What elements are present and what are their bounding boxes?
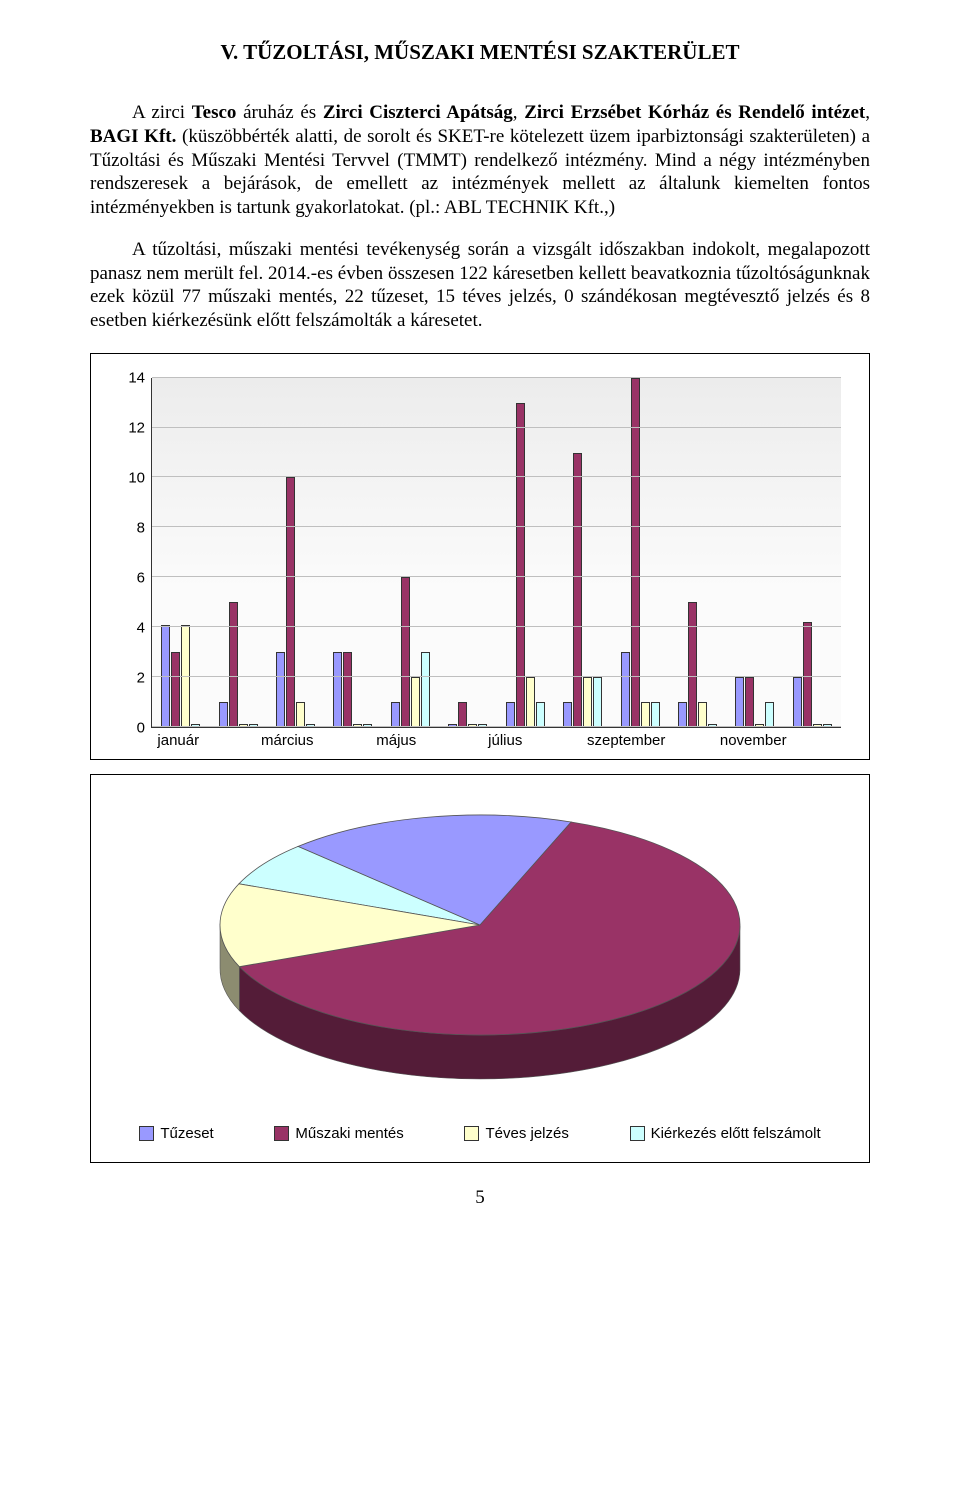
bar-teves [411,677,420,727]
legend-item-muszaki: Műszaki mentés [274,1125,403,1142]
bar-tuzeset [621,652,630,727]
bar-muszaki [688,602,697,727]
x-tick-label: május [369,728,424,749]
bar-kierkezes [651,702,660,727]
y-tick-label: 2 [137,669,145,686]
bar-kierkezes [421,652,430,727]
month-column [726,378,783,727]
bar-kierkezes [536,702,545,727]
bar-tuzeset [678,702,687,727]
x-tick-label: március [260,728,315,749]
month-column [324,378,381,727]
bar-tuzeset [391,702,400,727]
y-tick-label: 14 [128,369,145,386]
page-number: 5 [90,1187,870,1209]
bar-tuzeset [506,702,515,727]
legend-item-tuzeset: Tűzeset [139,1125,213,1142]
y-axis: 02468101214 [119,378,151,728]
legend-swatch [139,1126,154,1141]
chart-legend: Tűzeset Műszaki mentés Téves jelzés Kiérkez… [111,1125,849,1142]
bar-tuzeset [793,677,802,727]
legend-swatch [464,1126,479,1141]
bar-tuzeset [563,702,572,727]
x-axis: január.március.május.július.szeptember.n… [151,728,841,749]
bar-teves [296,702,305,727]
month-column [209,378,266,727]
bar-muszaki [171,652,180,727]
y-tick-label: 12 [128,419,145,436]
month-column [439,378,496,727]
bar-muszaki [745,677,754,727]
y-tick-label: 10 [128,469,145,486]
bar-muszaki [631,378,640,727]
bar-muszaki [229,602,238,727]
y-tick-label: 0 [137,719,145,736]
section-title: V. TŰZOLTÁSI, MŰSZAKI MENTÉSI SZAKTERÜLE… [90,40,870,65]
bar-teves [698,702,707,727]
paragraph-2: A tűzoltási, műszaki mentési tevékenység… [90,238,870,333]
y-tick-label: 6 [137,569,145,586]
month-column [267,378,324,727]
bar-teves [583,677,592,727]
bar-muszaki [401,577,410,727]
legend-label: Tűzeset [160,1125,213,1142]
month-column [669,378,726,727]
legend-item-kierkezes: Kiérkezés előtt felszámolt [630,1125,821,1142]
legend-swatch [274,1126,289,1141]
y-tick-label: 8 [137,519,145,536]
month-column [784,378,841,727]
bar-chart: 02468101214 [119,378,841,728]
x-tick-label: szeptember [587,728,665,749]
y-tick-label: 4 [137,619,145,636]
pie-chart-container: Tűzeset Műszaki mentés Téves jelzés Kiérkez… [90,774,870,1163]
pie-chart [170,805,790,1085]
month-column [497,378,554,727]
legend-label: Téves jelzés [485,1125,568,1142]
bar-muszaki [516,403,525,727]
bar-chart-plot [151,378,841,728]
bar-teves [526,677,535,727]
month-column [611,378,668,727]
bar-kierkezes [593,677,602,727]
bar-chart-container: 0 2 4 6 8 10 12 14 január.március.május.július.… [90,353,870,760]
bar-muszaki [803,622,812,727]
bar-tuzeset [735,677,744,727]
bar-muszaki [286,477,295,726]
bar-muszaki [458,702,467,727]
bar-kierkezes [765,702,774,727]
bar-muszaki [573,453,582,727]
legend-label: Kiérkezés előtt felszámolt [651,1125,821,1142]
legend-swatch [630,1126,645,1141]
x-tick-label: január [151,728,206,749]
legend-item-teves: Téves jelzés [464,1125,568,1142]
bar-muszaki [343,652,352,727]
month-column [382,378,439,727]
bar-tuzeset [276,652,285,727]
legend-label: Műszaki mentés [295,1125,403,1142]
month-column [152,378,209,727]
paragraph-1: A zirci Tesco áruház és Zirci Ciszterci … [90,101,870,220]
x-tick-label: július [478,728,533,749]
bar-tuzeset [219,702,228,727]
x-tick-label: november [720,728,787,749]
month-column [554,378,611,727]
bar-tuzeset [333,652,342,727]
bar-teves [641,702,650,727]
